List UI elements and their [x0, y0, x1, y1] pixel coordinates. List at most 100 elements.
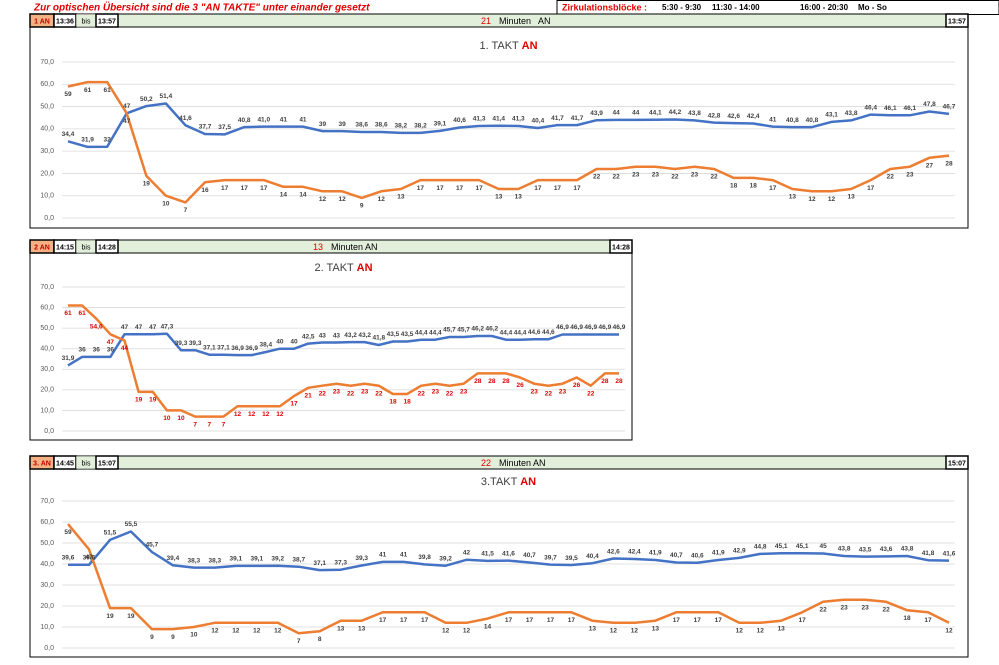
data-label: 12 [463, 628, 471, 635]
days: Mo - So [858, 3, 887, 12]
data-label: 12 [232, 628, 240, 635]
data-label: 14 [299, 192, 307, 199]
data-label: 18 [403, 399, 411, 406]
data-label: 42,6 [727, 113, 740, 120]
data-label: 40,4 [586, 553, 599, 560]
data-label: 47 [85, 554, 93, 561]
y-tick-label: 30,0 [40, 148, 54, 155]
data-label: 46,9 [556, 324, 569, 331]
data-label: 13 [847, 194, 855, 201]
data-label: 12 [945, 628, 953, 635]
data-label: 22 [545, 390, 553, 397]
data-label: 28 [945, 160, 953, 167]
data-label: 39,1 [434, 121, 447, 128]
data-label: 31,9 [81, 137, 94, 144]
data-label: 17 [456, 185, 464, 192]
data-label: 41,9 [712, 550, 725, 557]
data-label: 19 [143, 180, 151, 187]
block-time: 5:30 - 9:30 [662, 3, 702, 12]
data-label: 43 [333, 332, 341, 339]
data-label: 47 [123, 118, 131, 125]
data-label: 36 [93, 347, 101, 354]
y-tick-label: 50,0 [40, 325, 54, 332]
data-label: 51,5 [104, 530, 117, 537]
data-label: 43,8 [838, 546, 851, 553]
data-label: 22 [418, 390, 426, 397]
blocks-label: Zirkulationsblöcke : [562, 2, 647, 12]
data-label: 18 [750, 183, 758, 190]
data-label: 39,3 [355, 555, 368, 562]
data-label: 43,5 [387, 331, 400, 338]
block-start: 13:36 [56, 18, 74, 25]
data-label: 43,5 [401, 331, 414, 338]
data-label: 17 [568, 617, 576, 624]
data-label: 43,8 [845, 110, 858, 117]
data-label: 16 [201, 187, 209, 194]
data-label: 17 [769, 185, 777, 192]
data-label: 12 [319, 196, 327, 203]
block-right: 14:28 [612, 244, 630, 251]
data-label: 28 [488, 378, 496, 385]
y-tick-label: 50,0 [40, 103, 54, 110]
data-label: 23 [861, 604, 869, 611]
data-label: 41,7 [571, 115, 584, 122]
data-label: 22 [587, 390, 595, 397]
title-text: 2. TAKT [314, 262, 354, 274]
data-label: 23 [906, 171, 914, 178]
y-tick-label: 40,0 [40, 346, 54, 353]
data-label: 26 [573, 382, 581, 389]
data-label: 37,1 [313, 560, 326, 567]
data-label: 47 [135, 324, 143, 331]
data-label: 41,4 [492, 115, 505, 122]
data-label: 39,2 [271, 555, 284, 562]
y-tick-label: 20,0 [40, 387, 54, 394]
data-label: 38,7 [292, 556, 305, 563]
data-label: 41,6 [943, 550, 956, 557]
y-tick-label: 60,0 [40, 81, 54, 88]
data-label: 27 [926, 163, 934, 170]
data-label: 40,8 [806, 117, 819, 124]
block-end: 15:07 [98, 460, 116, 467]
data-label: 37,1 [217, 344, 230, 351]
data-label: 12 [828, 196, 836, 203]
block-right: 13:57 [948, 18, 966, 25]
data-label: 40,4 [532, 118, 545, 125]
y-tick-label: 40,0 [40, 561, 54, 568]
data-label: 17 [799, 617, 807, 624]
data-label: 43,8 [688, 110, 701, 117]
data-label: 47,3 [161, 323, 174, 330]
data-label: 59 [64, 529, 72, 536]
data-label: 18 [903, 615, 911, 622]
data-label: 40,6 [453, 117, 466, 124]
data-label: 37,3 [334, 559, 347, 566]
data-label: 42,9 [733, 548, 746, 555]
chart-frame [29, 455, 969, 658]
y-tick-label: 0,0 [44, 215, 54, 222]
data-label: 23 [632, 171, 640, 178]
data-label: 43,2 [358, 332, 371, 339]
data-label: 10 [163, 415, 171, 422]
data-label: 46,1 [884, 105, 897, 112]
data-label: 46,7 [943, 104, 956, 111]
y-tick-label: 0,0 [44, 645, 54, 652]
block-time: 11:30 - 14:00 [712, 3, 760, 12]
data-label: 41 [379, 552, 387, 559]
data-label: 40 [290, 338, 298, 345]
data-label: 46,2 [486, 326, 499, 333]
data-label: 17 [694, 617, 702, 624]
data-label: 44,8 [754, 544, 767, 551]
data-label: 12 [610, 628, 618, 635]
data-label: 45,7 [457, 327, 470, 334]
data-label: 38,6 [355, 122, 368, 129]
data-label: 59 [64, 91, 72, 98]
data-label: 39,3 [189, 340, 202, 347]
data-label: 17 [421, 617, 429, 624]
data-label: 12 [248, 411, 256, 418]
data-label: 45 [820, 543, 828, 550]
block-minutes: 13 [313, 242, 323, 252]
data-label: 17 [867, 185, 875, 192]
data-label: 22 [820, 607, 828, 614]
data-label: 41,3 [473, 116, 486, 123]
data-label: 8 [318, 636, 322, 643]
block-cell [945, 13, 969, 28]
